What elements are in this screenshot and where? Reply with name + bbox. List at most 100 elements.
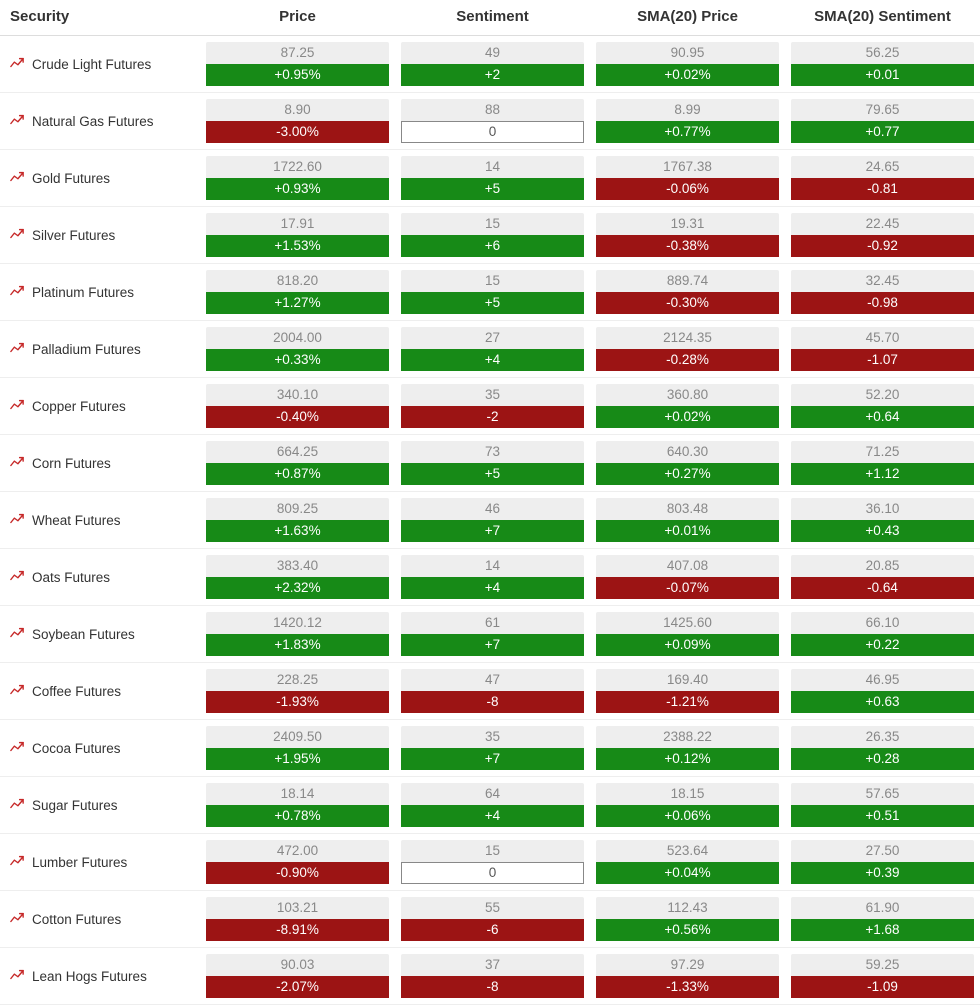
sentiment-cell: 35-2 — [395, 384, 590, 428]
security-cell[interactable]: Cotton Futures — [0, 911, 200, 928]
price-cell: 2004.00+0.33% — [200, 327, 395, 371]
value-display: 15 — [401, 840, 584, 862]
sentiment-cell: 14+4 — [395, 555, 590, 599]
security-cell[interactable]: Palladium Futures — [0, 341, 200, 358]
change-display: +1.95% — [206, 748, 389, 770]
value-display: 818.20 — [206, 270, 389, 292]
change-display: +0.87% — [206, 463, 389, 485]
value-display: 640.30 — [596, 441, 779, 463]
change-display: +7 — [401, 634, 584, 656]
header-sentiment[interactable]: Sentiment — [395, 8, 590, 25]
trend-up-icon — [10, 626, 24, 643]
sma-sentiment-cell: 26.35+0.28 — [785, 726, 980, 770]
security-cell[interactable]: Soybean Futures — [0, 626, 200, 643]
sma-sentiment-cell: 66.10+0.22 — [785, 612, 980, 656]
security-cell[interactable]: Lean Hogs Futures — [0, 968, 200, 985]
sentiment-cell: 73+5 — [395, 441, 590, 485]
change-display: +1.12 — [791, 463, 974, 485]
value-display: 87.25 — [206, 42, 389, 64]
change-display: -0.06% — [596, 178, 779, 200]
value-display: 19.31 — [596, 213, 779, 235]
price-cell: 103.21-8.91% — [200, 897, 395, 941]
change-display: +0.28 — [791, 748, 974, 770]
security-cell[interactable]: Natural Gas Futures — [0, 113, 200, 130]
value-display: 360.80 — [596, 384, 779, 406]
trend-up-icon — [10, 398, 24, 415]
value-display: 169.40 — [596, 669, 779, 691]
sma-price-cell: 407.08-0.07% — [590, 555, 785, 599]
change-display: +0.22 — [791, 634, 974, 656]
value-display: 15 — [401, 270, 584, 292]
value-display: 97.29 — [596, 954, 779, 976]
value-display: 809.25 — [206, 498, 389, 520]
value-display: 407.08 — [596, 555, 779, 577]
security-cell[interactable]: Cocoa Futures — [0, 740, 200, 757]
security-cell[interactable]: Coffee Futures — [0, 683, 200, 700]
value-display: 27 — [401, 327, 584, 349]
value-display: 73 — [401, 441, 584, 463]
security-cell[interactable]: Copper Futures — [0, 398, 200, 415]
change-display: -0.98 — [791, 292, 974, 314]
change-display: +4 — [401, 805, 584, 827]
security-cell[interactable]: Corn Futures — [0, 455, 200, 472]
header-price[interactable]: Price — [200, 8, 395, 25]
security-cell[interactable]: Platinum Futures — [0, 284, 200, 301]
value-display: 61 — [401, 612, 584, 634]
change-display: +1.68 — [791, 919, 974, 941]
trend-up-icon — [10, 341, 24, 358]
sma-sentiment-cell: 45.70-1.07 — [785, 327, 980, 371]
change-display: +0.63 — [791, 691, 974, 713]
change-display: -1.33% — [596, 976, 779, 998]
security-name: Gold Futures — [32, 171, 110, 186]
security-cell[interactable]: Lumber Futures — [0, 854, 200, 871]
value-display: 64 — [401, 783, 584, 805]
trend-up-icon — [10, 56, 24, 73]
price-cell: 664.25+0.87% — [200, 441, 395, 485]
price-cell: 809.25+1.63% — [200, 498, 395, 542]
sma-sentiment-cell: 20.85-0.64 — [785, 555, 980, 599]
sentiment-cell: 46+7 — [395, 498, 590, 542]
futures-table: Security Price Sentiment SMA(20) Price S… — [0, 0, 980, 1005]
value-display: 27.50 — [791, 840, 974, 862]
security-cell[interactable]: Oats Futures — [0, 569, 200, 586]
change-display: +0.06% — [596, 805, 779, 827]
price-cell: 8.90-3.00% — [200, 99, 395, 143]
header-security[interactable]: Security — [0, 8, 200, 25]
sma-sentiment-cell: 27.50+0.39 — [785, 840, 980, 884]
table-row: Lumber Futures472.00-0.90%150523.64+0.04… — [0, 834, 980, 891]
value-display: 889.74 — [596, 270, 779, 292]
change-display: -8 — [401, 976, 584, 998]
change-display: +7 — [401, 520, 584, 542]
value-display: 88 — [401, 99, 584, 121]
security-cell[interactable]: Sugar Futures — [0, 797, 200, 814]
sma-price-cell: 889.74-0.30% — [590, 270, 785, 314]
security-cell[interactable]: Crude Light Futures — [0, 56, 200, 73]
change-display: +1.63% — [206, 520, 389, 542]
change-display: -0.64 — [791, 577, 974, 599]
price-cell: 87.25+0.95% — [200, 42, 395, 86]
trend-up-icon — [10, 512, 24, 529]
security-cell[interactable]: Wheat Futures — [0, 512, 200, 529]
price-cell: 18.14+0.78% — [200, 783, 395, 827]
sma-price-cell: 803.48+0.01% — [590, 498, 785, 542]
value-display: 2124.35 — [596, 327, 779, 349]
trend-up-icon — [10, 227, 24, 244]
header-sma-price[interactable]: SMA(20) Price — [590, 8, 785, 25]
change-display: -1.09 — [791, 976, 974, 998]
trend-up-icon — [10, 113, 24, 130]
value-display: 35 — [401, 726, 584, 748]
table-row: Gold Futures1722.60+0.93%14+51767.38-0.0… — [0, 150, 980, 207]
sma-price-cell: 523.64+0.04% — [590, 840, 785, 884]
security-cell[interactable]: Silver Futures — [0, 227, 200, 244]
security-cell[interactable]: Gold Futures — [0, 170, 200, 187]
change-display: +0.12% — [596, 748, 779, 770]
value-display: 2409.50 — [206, 726, 389, 748]
sentiment-cell: 49+2 — [395, 42, 590, 86]
table-row: Palladium Futures2004.00+0.33%27+42124.3… — [0, 321, 980, 378]
header-sma-sentiment[interactable]: SMA(20) Sentiment — [785, 8, 980, 25]
value-display: 37 — [401, 954, 584, 976]
value-display: 52.20 — [791, 384, 974, 406]
table-row: Soybean Futures1420.12+1.83%61+71425.60+… — [0, 606, 980, 663]
price-cell: 17.91+1.53% — [200, 213, 395, 257]
value-display: 340.10 — [206, 384, 389, 406]
